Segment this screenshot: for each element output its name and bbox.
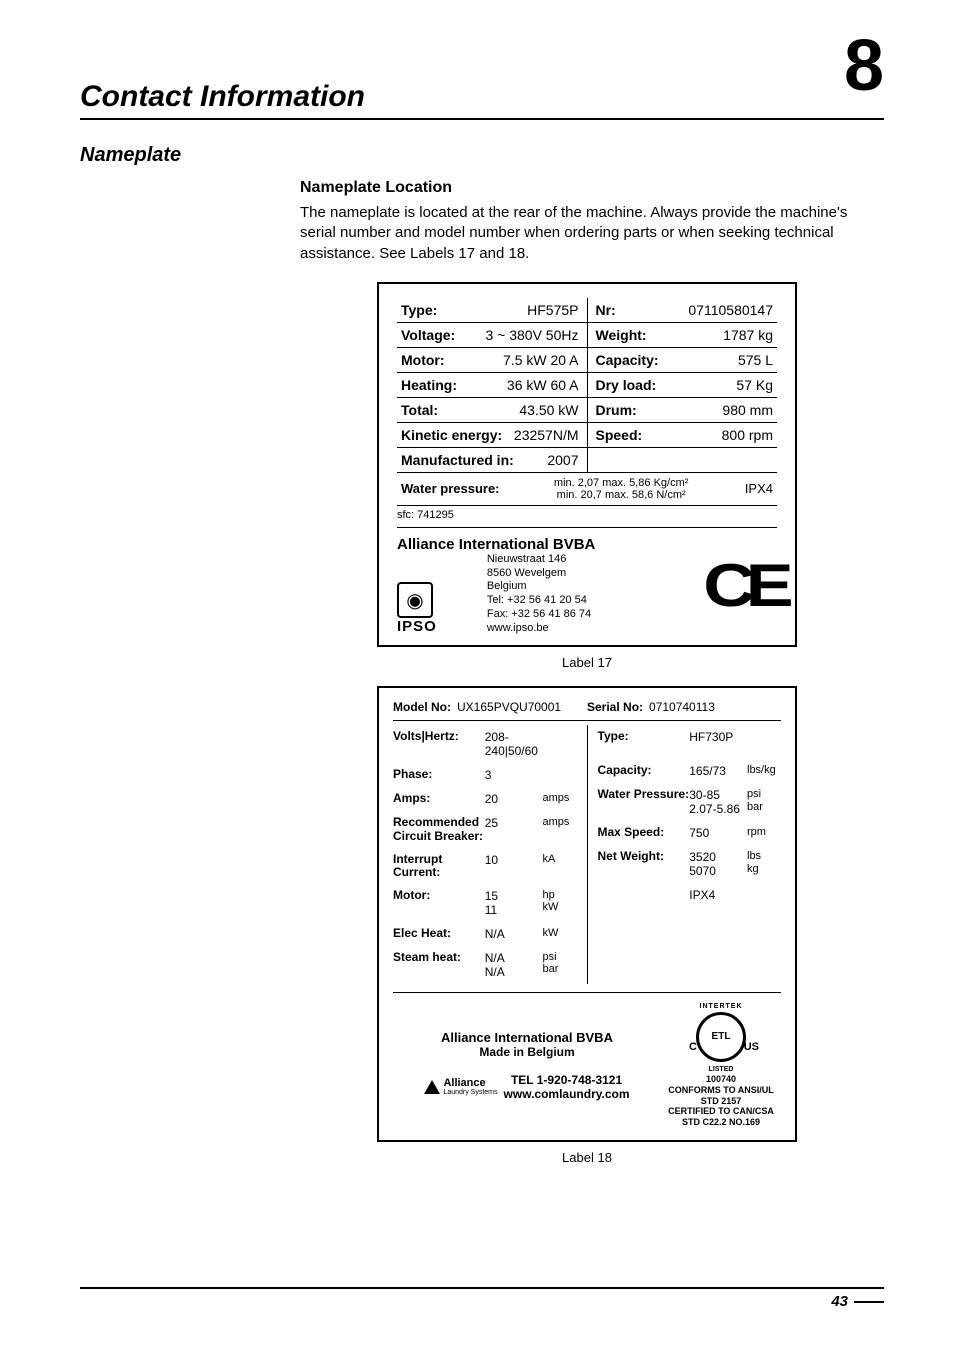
wp-ipx: IPX4 bbox=[745, 481, 773, 496]
p1-key: Speed: bbox=[596, 427, 643, 443]
p2-unit: lbs/kg bbox=[747, 764, 781, 776]
p1-key: Voltage: bbox=[401, 327, 455, 343]
p1-val: 2007 bbox=[547, 452, 578, 468]
serial-val: 0710740113 bbox=[649, 700, 715, 714]
p1-val: 07110580147 bbox=[688, 302, 773, 318]
p2-unit: amps bbox=[543, 816, 577, 828]
p2-val: 750 bbox=[689, 826, 747, 840]
ce-mark-icon: CE bbox=[703, 551, 784, 620]
nameplate-17: Type: HF575P Nr: 07110580147 Voltage: 3 ~ 380… bbox=[377, 282, 797, 648]
p2-unit: hp kW bbox=[543, 889, 577, 913]
nameplate-18: Model No: UX165PVQU70001 Serial No: 071074… bbox=[377, 686, 797, 1142]
p2-key: Phase: bbox=[393, 768, 485, 781]
p2-key: Motor: bbox=[393, 889, 485, 902]
p2-val: 208-240|50/60 bbox=[485, 730, 543, 758]
p2-val: 30-85 2.07-5.86 bbox=[689, 788, 747, 816]
company-name: Alliance International BVBA bbox=[397, 536, 595, 553]
p2-val: N/A N/A bbox=[485, 951, 543, 979]
p1-val: HF575P bbox=[527, 302, 578, 318]
serial-key: Serial No: bbox=[587, 700, 643, 714]
p2-val: N/A bbox=[485, 927, 543, 941]
p2-val: IPX4 bbox=[689, 888, 747, 902]
p1-key: Drum: bbox=[596, 402, 637, 418]
p1-val: 36 kW 60 A bbox=[507, 377, 579, 393]
p2-key: Net Weight: bbox=[598, 850, 690, 863]
p2-val: HF730P bbox=[689, 730, 747, 744]
p2-unit: kW bbox=[543, 927, 577, 939]
p2-unit: psi bar bbox=[543, 951, 577, 975]
footer-tel: TEL 1-920-748-3121 bbox=[504, 1073, 630, 1087]
p1-key: Weight: bbox=[596, 327, 647, 343]
p1-val: 980 mm bbox=[722, 402, 773, 418]
model-key: Model No: bbox=[393, 700, 451, 714]
ipso-logo-icon: ◉ bbox=[397, 582, 433, 618]
p2-key: Max Speed: bbox=[598, 826, 690, 839]
p1-key: Heating: bbox=[401, 377, 457, 393]
p2-unit: psi bar bbox=[747, 788, 781, 812]
certification-block: INTERTEK ETL LISTED 100740 CONFORMS TO A… bbox=[661, 1003, 781, 1128]
alliance-logo-icon: Alliance Laundry Systems bbox=[424, 1078, 497, 1096]
p1-key: Kinetic energy: bbox=[401, 427, 502, 443]
p2-key: Water Pressure: bbox=[598, 788, 690, 801]
p1-key: Nr: bbox=[596, 302, 616, 318]
wp-key: Water pressure: bbox=[401, 481, 500, 496]
p2-unit: rpm bbox=[747, 826, 781, 838]
p2-val: 25 bbox=[485, 816, 543, 830]
made-in: Made in Belgium bbox=[393, 1045, 661, 1059]
p2-unit: kA bbox=[543, 853, 577, 865]
page-footer: 43 bbox=[80, 1287, 884, 1310]
p2-unit: lbs kg bbox=[747, 850, 781, 874]
p2-key: Type: bbox=[598, 730, 690, 743]
p2-val: 3520 5070 bbox=[689, 850, 747, 878]
p1-key: Manufactured in: bbox=[401, 452, 514, 468]
ipso-brand: IPSO bbox=[397, 618, 437, 635]
p1-val: 43.50 kW bbox=[519, 402, 578, 418]
p1-val: 1787 kg bbox=[723, 327, 773, 343]
company2: Alliance International BVBA bbox=[393, 1030, 661, 1045]
p1-val: 57 Kg bbox=[736, 377, 773, 393]
p1-key: Dry load: bbox=[596, 377, 657, 393]
p2-val: 10 bbox=[485, 853, 543, 867]
label17-caption: Label 17 bbox=[300, 655, 874, 670]
p1-val: 575 L bbox=[738, 352, 773, 368]
p2-key: Recommended Circuit Breaker: bbox=[393, 816, 485, 842]
p2-val: 20 bbox=[485, 792, 543, 806]
body-paragraph: The nameplate is located at the rear of … bbox=[300, 203, 874, 264]
label18-caption: Label 18 bbox=[300, 1150, 874, 1165]
p2-key: Volts|Hertz: bbox=[393, 730, 485, 743]
company-address: Nieuwstraat 146 8560 Wevelgem Belgium Te… bbox=[487, 553, 591, 636]
page-title: Contact Information bbox=[80, 80, 884, 120]
p2-key: Steam heat: bbox=[393, 951, 485, 964]
p1-key: Capacity: bbox=[596, 352, 659, 368]
p1-val: 800 rpm bbox=[722, 427, 773, 443]
p2-key: Amps: bbox=[393, 792, 485, 805]
page-number: 43 bbox=[831, 1293, 848, 1310]
p2-key: Elec Heat: bbox=[393, 927, 485, 940]
section-heading: Nameplate bbox=[80, 144, 884, 167]
p1-key: Type: bbox=[401, 302, 437, 318]
p1-key: Motor: bbox=[401, 352, 445, 368]
p1-val: 7.5 kW 20 A bbox=[503, 352, 578, 368]
sub-heading: Nameplate Location bbox=[300, 179, 874, 197]
etl-mark-icon: ETL bbox=[696, 1012, 746, 1062]
model-val: UX165PVQU70001 bbox=[457, 700, 561, 714]
p1-key: Total: bbox=[401, 402, 438, 418]
sfc-code: sfc: 741295 bbox=[397, 506, 777, 528]
p2-val: 3 bbox=[485, 768, 543, 782]
p2-key: Interrupt Current: bbox=[393, 853, 485, 879]
footer-www: www.comlaundry.com bbox=[504, 1087, 630, 1101]
wp-values: min. 2,07 max. 5,86 Kg/cm² min. 20,7 max… bbox=[508, 477, 735, 501]
p2-key: Capacity: bbox=[598, 764, 690, 777]
p2-unit: amps bbox=[543, 792, 577, 804]
p2-val: 165/73 bbox=[689, 764, 747, 778]
p1-val: 23257N/M bbox=[514, 427, 579, 443]
p2-val: 15 11 bbox=[485, 889, 543, 917]
p1-val: 3 ~ 380V 50Hz bbox=[485, 327, 578, 343]
chapter-number: 8 bbox=[844, 30, 884, 102]
